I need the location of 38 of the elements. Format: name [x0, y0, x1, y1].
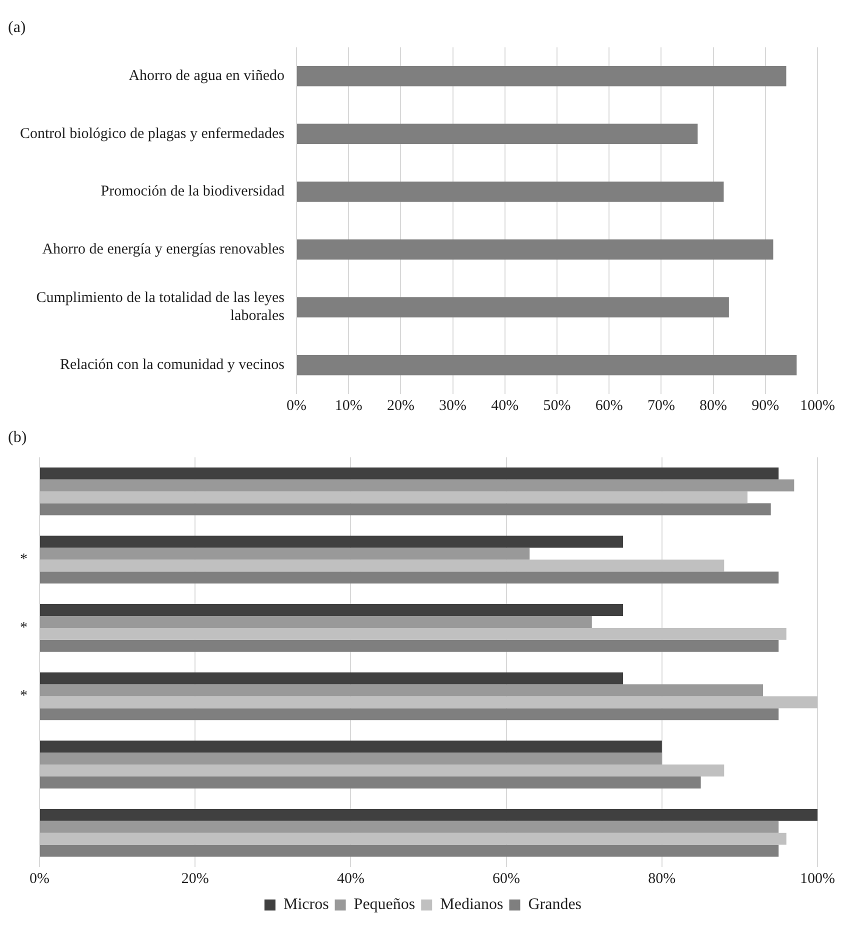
bar	[297, 239, 774, 260]
x-tick-label: 100%	[800, 398, 835, 414]
x-tick-label: 90%	[752, 398, 780, 414]
x-tick-label: 0%	[30, 870, 50, 887]
legend-label: Pequeños	[354, 896, 416, 914]
x-tick-label: 100%	[800, 870, 835, 887]
x-tick-label: 20%	[386, 398, 414, 414]
bar	[297, 297, 729, 318]
y-tick-label: *	[20, 552, 28, 568]
x-tick-label: 30%	[439, 398, 467, 414]
y-tick-label: Relación con la comunidad y vecinos	[60, 357, 285, 374]
x-tick-label: 10%	[334, 398, 362, 414]
x-tick-label: 70%	[647, 398, 675, 414]
y-tick-label: Ahorro de energía y energías renovables	[42, 241, 285, 258]
bar	[297, 124, 698, 144]
y-tick-label: Control biológico de plagas y enfermedades	[20, 126, 285, 142]
y-tick-label: *	[20, 620, 28, 636]
bar	[297, 354, 797, 376]
y-tick-label: Ahorro de agua en viñedo	[128, 68, 285, 84]
bar	[297, 182, 724, 202]
x-tick-label: 50%	[543, 398, 571, 414]
x-tick-label: 80%	[700, 398, 728, 414]
x-tick-label: 80%	[648, 870, 676, 887]
legend-label: Grandes	[528, 896, 582, 914]
chart-title: (b)	[8, 428, 27, 446]
legend-label: Micros	[283, 896, 329, 914]
x-tick-label: 0%	[286, 398, 307, 414]
bar	[297, 66, 786, 86]
x-tick-label: 20%	[181, 870, 209, 887]
x-tick-label: 40%	[336, 870, 364, 887]
x-tick-label: 40%	[491, 398, 519, 414]
text: (a)	[8, 18, 26, 36]
legend-label: Medianos	[440, 896, 504, 914]
x-tick-label: 60%	[595, 398, 623, 414]
y-tick-label: *	[20, 688, 28, 704]
y-tick-label: Cumplimiento de la totalidad de las leyes laborales	[36, 290, 285, 324]
y-tick-label: Promoción de la biodiversidad	[100, 184, 285, 200]
x-tick-label: 60%	[492, 870, 520, 887]
